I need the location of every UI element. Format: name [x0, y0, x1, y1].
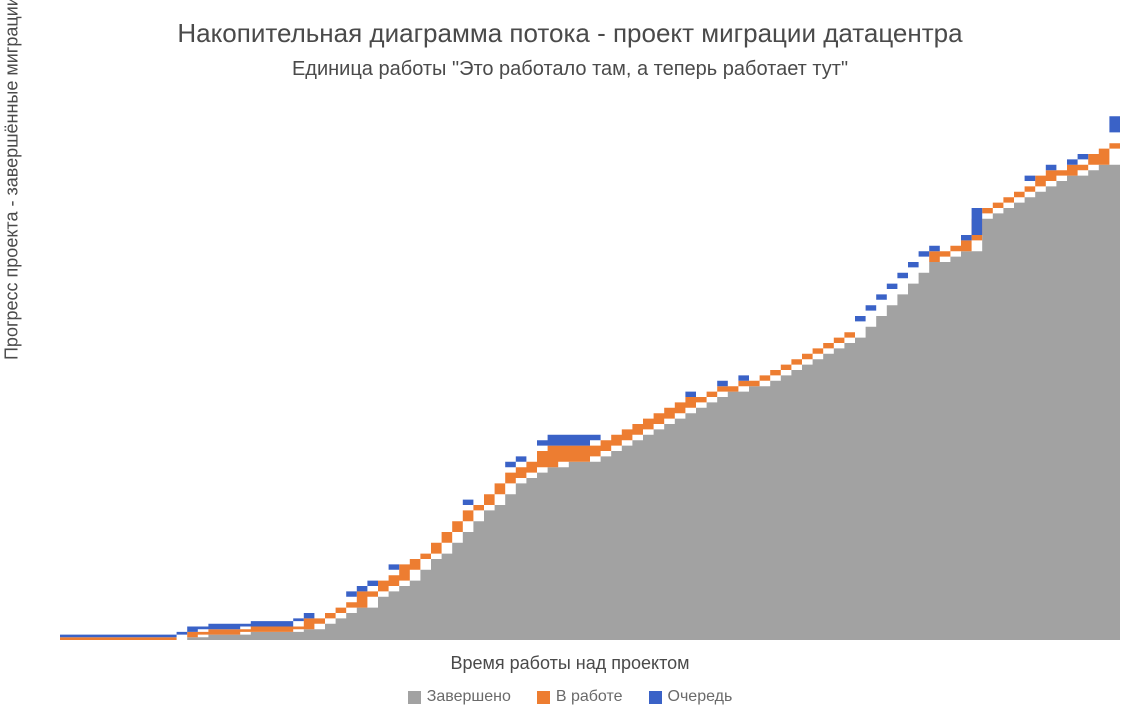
- x-axis-label: Время работы над проектом: [0, 653, 1140, 674]
- cumulative-flow-chart: Накопительная диаграмма потока - проект …: [0, 0, 1140, 720]
- legend-swatch-queue: [649, 691, 662, 704]
- chart-title: Накопительная диаграмма потока - проект …: [0, 18, 1140, 49]
- legend-item-done: Завершено: [408, 688, 511, 706]
- chart-legend: Завершено В работе Очередь: [0, 688, 1140, 706]
- legend-swatch-done: [408, 691, 421, 704]
- legend-label-done: Завершено: [427, 688, 511, 706]
- y-axis-label: Прогресс проекта - завершённые миграции: [2, 0, 23, 360]
- chart-subtitle: Единица работы "Это работало там, а тепе…: [0, 58, 1140, 81]
- legend-label-queue: Очередь: [668, 688, 733, 706]
- legend-swatch-wip: [537, 691, 550, 704]
- legend-item-queue: Очередь: [649, 688, 733, 706]
- legend-item-wip: В работе: [537, 688, 623, 706]
- legend-label-wip: В работе: [556, 688, 623, 706]
- chart-plot-area: [60, 100, 1120, 640]
